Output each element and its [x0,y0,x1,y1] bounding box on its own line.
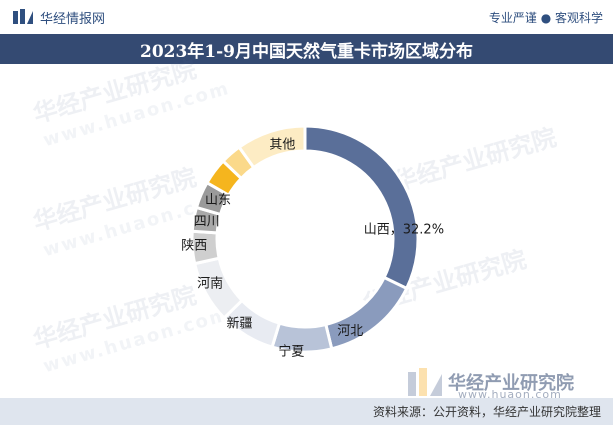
source-note: 资料来源：公开资料，华经产业研究院整理 [372,405,601,419]
slice-label-河北: 河北 [337,324,363,339]
donut-slice-山西 [303,124,420,291]
slice-label-山东: 山东 [205,193,231,208]
tagline: 专业严谨 ● 客观科学 [488,10,603,25]
footer-bar: 资料来源：公开资料，华经产业研究院整理 [0,398,613,425]
slice-label-宁夏: 宁夏 [278,344,304,360]
chart-title: 2023年1-9月中国天然气重卡市场区域分布 [139,41,474,62]
donut-slice-其他 [237,124,307,170]
footer-logo-icon [408,368,442,396]
footer-brand-name: 华经产业研究院 [448,373,574,394]
brand-name: 华经情报网 [40,11,106,27]
slice-label-陕西: 陕西 [181,238,207,253]
footer-brand-url: www.huaon.com [458,388,562,401]
chart-title-bar: 2023年1-9月中国天然气重卡市场区域分布 [0,34,613,64]
slice-label-四川: 四川 [194,215,220,230]
slice-label-河南: 河南 [197,276,223,292]
brand-logo-icon [13,9,33,24]
slice-label-山西: 山西，32.2% [364,222,444,237]
slice-label-其他: 其他 [269,138,295,153]
footer-brand: 华经产业研究院 www.huaon.com [408,368,574,401]
slice-label-新疆: 新疆 [226,315,252,331]
top-bar: 华经情报网 专业严谨 ● 客观科学 [0,0,613,34]
brand: 华经情报网 [12,8,105,27]
